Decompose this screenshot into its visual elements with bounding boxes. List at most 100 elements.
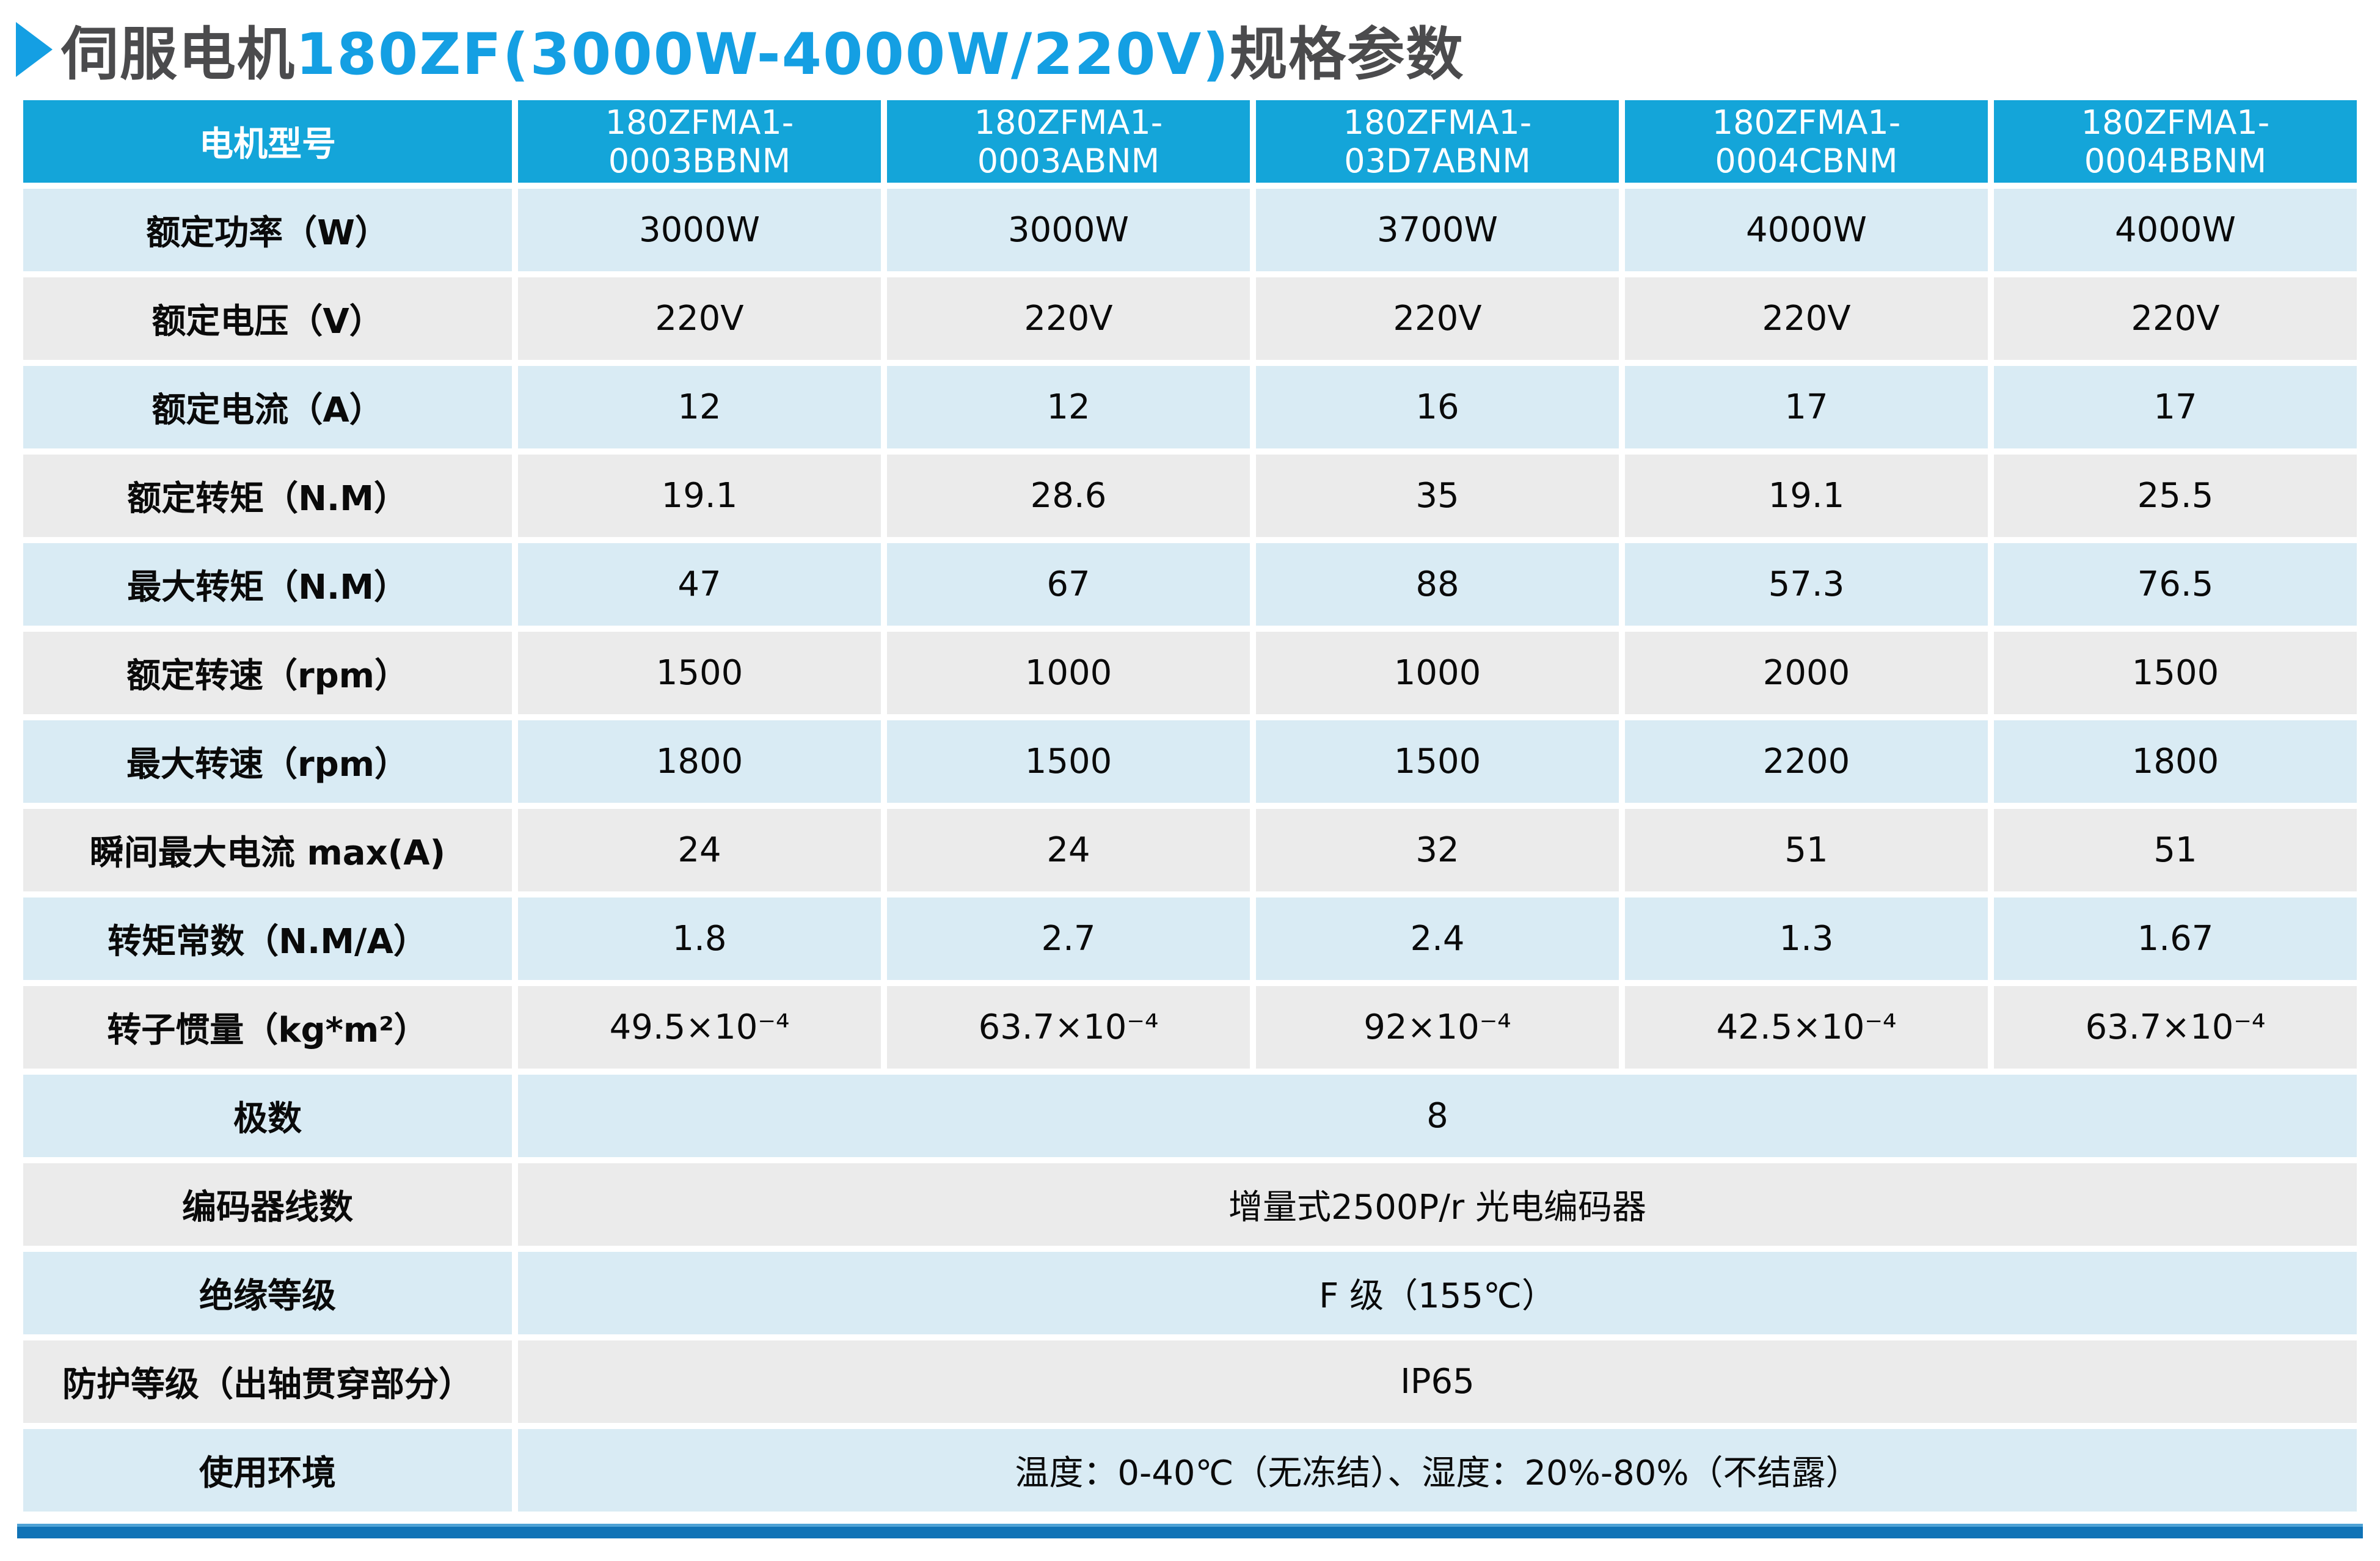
spec-value: 1800	[518, 720, 881, 803]
column-header-model: 180ZFMA1-0004CBNM	[1625, 100, 1988, 183]
spec-value: 19.1	[518, 455, 881, 537]
spec-value: 47	[518, 543, 881, 626]
column-header-label: 电机型号	[23, 100, 512, 183]
column-header-model: 180ZFMA1-0003BBNM	[518, 100, 881, 183]
spec-row-insulation-class: 绝缘等级 F 级（155℃）	[23, 1252, 2357, 1334]
spec-row-pole-count: 极数 8	[23, 1075, 2357, 1157]
row-label: 编码器线数	[23, 1163, 512, 1246]
spec-value: 2.7	[887, 897, 1250, 980]
spec-row-rated-torque: 额定转矩（N.M） 19.1 28.6 35 19.1 25.5	[23, 455, 2357, 537]
spec-value: 3000W	[518, 189, 881, 271]
spec-value: 1000	[887, 632, 1250, 714]
row-label: 绝缘等级	[23, 1252, 512, 1334]
spec-value-merged: 增量式2500P/r 光电编码器	[518, 1163, 2357, 1246]
spec-value: 3000W	[887, 189, 1250, 271]
spec-value: 220V	[1994, 277, 2357, 360]
spec-row-rated-current: 额定电流（A） 12 12 16 17 17	[23, 366, 2357, 448]
spec-value: 12	[518, 366, 881, 448]
spec-value: 1000	[1256, 632, 1619, 714]
title-prefix: 伺服电机	[61, 21, 296, 88]
spec-value: 49.5×10⁻⁴	[518, 986, 881, 1069]
spec-row-rated-speed: 额定转速（rpm） 1500 1000 1000 2000 1500	[23, 632, 2357, 714]
spec-value: 220V	[1256, 277, 1619, 360]
spec-row-encoder-lines: 编码器线数 增量式2500P/r 光电编码器	[23, 1163, 2357, 1246]
column-header-model: 180ZFMA1-0003ABNM	[887, 100, 1250, 183]
spec-value: 3700W	[1256, 189, 1619, 271]
row-label: 额定电流（A）	[23, 366, 512, 448]
row-label: 防护等级（出轴贯穿部分）	[23, 1340, 512, 1423]
title-model-range: 180ZF(3000W-4000W/220V)	[296, 21, 1230, 88]
row-label: 极数	[23, 1075, 512, 1157]
spec-value: 4000W	[1625, 189, 1988, 271]
spec-value: 1800	[1994, 720, 2357, 803]
row-label: 最大转矩（N.M）	[23, 543, 512, 626]
spec-value: 220V	[887, 277, 1250, 360]
spec-value: 4000W	[1994, 189, 2357, 271]
spec-value: 1500	[518, 632, 881, 714]
spec-value: 63.7×10⁻⁴	[1994, 986, 2357, 1069]
spec-value: 1500	[887, 720, 1250, 803]
spec-row-protection-class: 防护等级（出轴贯穿部分） IP65	[23, 1340, 2357, 1423]
row-label: 转矩常数（N.M/A）	[23, 897, 512, 980]
spec-table: 电机型号 180ZFMA1-0003BBNM 180ZFMA1-0003ABNM…	[17, 94, 2363, 1518]
row-label: 额定电压（V）	[23, 277, 512, 360]
spec-value-merged: 温度：0-40℃（无冻结）、湿度：20%-80%（不结露）	[518, 1429, 2357, 1512]
spec-value: 92×10⁻⁴	[1256, 986, 1619, 1069]
spec-value-merged: IP65	[518, 1340, 2357, 1423]
header-row: 电机型号 180ZFMA1-0003BBNM 180ZFMA1-0003ABNM…	[23, 100, 2357, 183]
spec-value: 1500	[1256, 720, 1619, 803]
row-label: 瞬间最大电流 max(A)	[23, 809, 512, 891]
page-title-text: 伺服电机180ZF(3000W-4000W/220V)规格参数	[61, 8, 1464, 91]
spec-value: 88	[1256, 543, 1619, 626]
spec-value: 35	[1256, 455, 1619, 537]
spec-value: 19.1	[1625, 455, 1988, 537]
spec-value: 51	[1625, 809, 1988, 891]
spec-value: 220V	[1625, 277, 1988, 360]
spec-value: 17	[1994, 366, 2357, 448]
column-header-model: 180ZFMA1-03D7ABNM	[1256, 100, 1619, 183]
row-label: 额定转矩（N.M）	[23, 455, 512, 537]
spec-value: 16	[1256, 366, 1619, 448]
spec-value: 24	[887, 809, 1250, 891]
spec-value: 1.8	[518, 897, 881, 980]
spec-value: 17	[1625, 366, 1988, 448]
row-label: 额定功率（W）	[23, 189, 512, 271]
spec-row-max-torque: 最大转矩（N.M） 47 67 88 57.3 76.5	[23, 543, 2357, 626]
spec-value: 32	[1256, 809, 1619, 891]
spec-value: 51	[1994, 809, 2357, 891]
spec-value: 12	[887, 366, 1250, 448]
spec-row-operating-environment: 使用环境 温度：0-40℃（无冻结）、湿度：20%-80%（不结露）	[23, 1429, 2357, 1512]
spec-value-merged: F 级（155℃）	[518, 1252, 2357, 1334]
spec-value: 57.3	[1625, 543, 1988, 626]
spec-value: 2200	[1625, 720, 1988, 803]
spec-value: 28.6	[887, 455, 1250, 537]
spec-value: 76.5	[1994, 543, 2357, 626]
row-label: 最大转速（rpm）	[23, 720, 512, 803]
spec-value: 42.5×10⁻⁴	[1625, 986, 1988, 1069]
spec-row-rated-power: 额定功率（W） 3000W 3000W 3700W 4000W 4000W	[23, 189, 2357, 271]
row-label: 使用环境	[23, 1429, 512, 1512]
row-label: 额定转速（rpm）	[23, 632, 512, 714]
spec-row-max-speed: 最大转速（rpm） 1800 1500 1500 2200 1800	[23, 720, 2357, 803]
title-suffix: 规格参数	[1230, 21, 1465, 88]
spec-value: 1.3	[1625, 897, 1988, 980]
spec-row-torque-constant: 转矩常数（N.M/A） 1.8 2.7 2.4 1.3 1.67	[23, 897, 2357, 980]
row-label: 转子惯量（kg*m²）	[23, 986, 512, 1069]
spec-value: 25.5	[1994, 455, 2357, 537]
title-arrow-icon	[16, 22, 53, 77]
spec-value: 67	[887, 543, 1250, 626]
spec-row-rotor-inertia: 转子惯量（kg*m²） 49.5×10⁻⁴ 63.7×10⁻⁴ 92×10⁻⁴ …	[23, 986, 2357, 1069]
spec-value: 63.7×10⁻⁴	[887, 986, 1250, 1069]
page-title: 伺服电机180ZF(3000W-4000W/220V)规格参数	[0, 0, 2380, 88]
spec-value-merged: 8	[518, 1075, 2357, 1157]
spec-value: 220V	[518, 277, 881, 360]
spec-row-instant-max-current: 瞬间最大电流 max(A) 24 24 32 51 51	[23, 809, 2357, 891]
bottom-accent-bar	[17, 1524, 2363, 1538]
spec-row-rated-voltage: 额定电压（V） 220V 220V 220V 220V 220V	[23, 277, 2357, 360]
spec-value: 1500	[1994, 632, 2357, 714]
spec-value: 24	[518, 809, 881, 891]
spec-value: 2000	[1625, 632, 1988, 714]
column-header-model: 180ZFMA1-0004BBNM	[1994, 100, 2357, 183]
spec-value: 1.67	[1994, 897, 2357, 980]
